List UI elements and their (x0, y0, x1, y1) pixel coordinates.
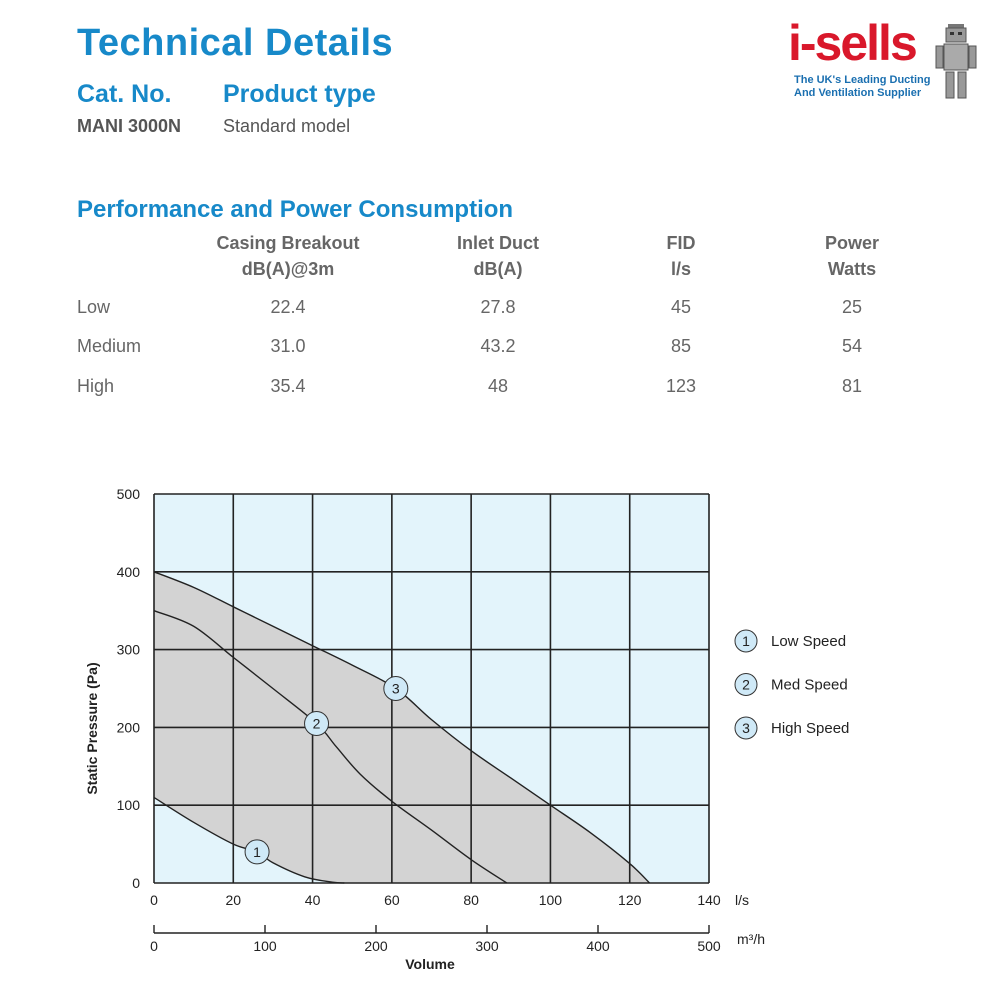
table-cell: 25 (841, 297, 863, 317)
table-cell: 35.4 (270, 376, 306, 396)
logo-tagline-2: And Ventilation Supplier (794, 87, 922, 99)
legend-marker-1 (734, 629, 758, 653)
series-marker-label: 3 (392, 681, 400, 697)
legend-label: High Speed (771, 720, 849, 737)
legend-marker-2 (734, 673, 758, 696)
table-cell: 22.4 (270, 297, 306, 317)
product-type-value: Standard model (223, 116, 351, 136)
x-tick-label: 40 (305, 892, 321, 908)
y-tick-label: 500 (117, 486, 141, 502)
table-cell: 27.8 (480, 297, 516, 317)
brand-logo: i-sells The UK's Leading Ducting And Ven… (788, 18, 988, 108)
x2-tick-label: 100 (253, 938, 277, 954)
y-tick-label: 400 (117, 564, 141, 580)
table-cell: 123 (665, 376, 697, 396)
x-unit-label: l/s (735, 892, 749, 908)
column-header-fid: FID l/s (621, 230, 741, 282)
legend-label: Med Speed (771, 677, 848, 694)
table-cell: 85 (670, 336, 692, 356)
x-tick-label: 100 (539, 892, 563, 908)
row-label-low: Low (77, 297, 111, 317)
x2-tick-label: 500 (697, 938, 721, 954)
x2-tick-label: 400 (586, 938, 610, 954)
product-type-label: Product type (223, 80, 376, 108)
robot-mascot-icon (935, 24, 977, 99)
x-tick-label: 60 (384, 892, 400, 908)
y-tick-label: 200 (117, 719, 141, 735)
row-label-high: High (77, 376, 115, 396)
y-tick-label: 300 (117, 642, 141, 658)
column-header-line: Inlet Duct (456, 233, 539, 253)
x-axis-title: Volume (405, 956, 455, 972)
series-marker-1 (244, 839, 270, 865)
column-header-unit: dB(A) (473, 259, 523, 279)
series-marker-label: 2 (313, 716, 321, 732)
table-cell: 54 (841, 336, 863, 356)
column-header-power: Power Watts (792, 230, 912, 282)
x2-tick-label: 200 (364, 938, 388, 954)
legend-marker-label: 2 (742, 677, 750, 693)
performance-section-title: Performance and Power Consumption (77, 196, 514, 223)
table-cell: 43.2 (480, 336, 516, 356)
column-header-unit: dB(A)@3m (241, 259, 335, 279)
column-header-unit: Watts (827, 259, 877, 279)
column-header-line: FID (666, 233, 696, 253)
series-line-2 (153, 610, 508, 884)
series-marker-label: 1 (253, 844, 261, 860)
column-header-line: Power (824, 233, 880, 253)
x-tick-label: 20 (225, 892, 241, 908)
table-cell: 48 (487, 376, 509, 396)
table-cell: 81 (841, 376, 863, 396)
y-axis-title: Static Pressure (Pa) (84, 662, 100, 794)
table-cell: 31.0 (270, 336, 306, 356)
page-title: Technical Details (77, 22, 394, 64)
table-cell: 45 (670, 297, 692, 317)
row-label-medium: Medium (77, 336, 142, 356)
column-header-casing-breakout: Casing Breakout dB(A)@3m (188, 230, 388, 282)
cat-no-value: MANI 3000N (77, 116, 182, 136)
series-marker-2 (304, 711, 330, 737)
x-tick-label: 120 (618, 892, 642, 908)
x2-unit-label: m³/h (737, 931, 765, 947)
legend-marker-label: 3 (742, 720, 750, 736)
logo-wordmark: i-sells (788, 15, 918, 71)
cat-no-label: Cat. No. (77, 80, 172, 108)
x-tick-label: 0 (150, 892, 158, 908)
column-header-inlet-duct: Inlet Duct dB(A) (418, 230, 578, 282)
x2-tick-label: 0 (150, 938, 158, 954)
column-header-unit: l/s (670, 259, 691, 279)
logo-tagline-1: The UK's Leading Ducting (794, 74, 931, 86)
legend-marker-label: 1 (742, 633, 750, 649)
series-marker-3 (383, 676, 409, 701)
x-tick-label: 80 (463, 892, 479, 908)
y-tick-label: 100 (117, 797, 141, 813)
x-tick-label: 140 (697, 892, 721, 908)
series-line-3 (153, 571, 651, 884)
x2-tick-label: 300 (475, 938, 499, 954)
y-tick-label: 0 (132, 875, 140, 891)
legend-label: Low Speed (771, 633, 846, 650)
legend-marker-3 (734, 716, 758, 740)
column-header-line: Casing Breakout (216, 233, 360, 253)
